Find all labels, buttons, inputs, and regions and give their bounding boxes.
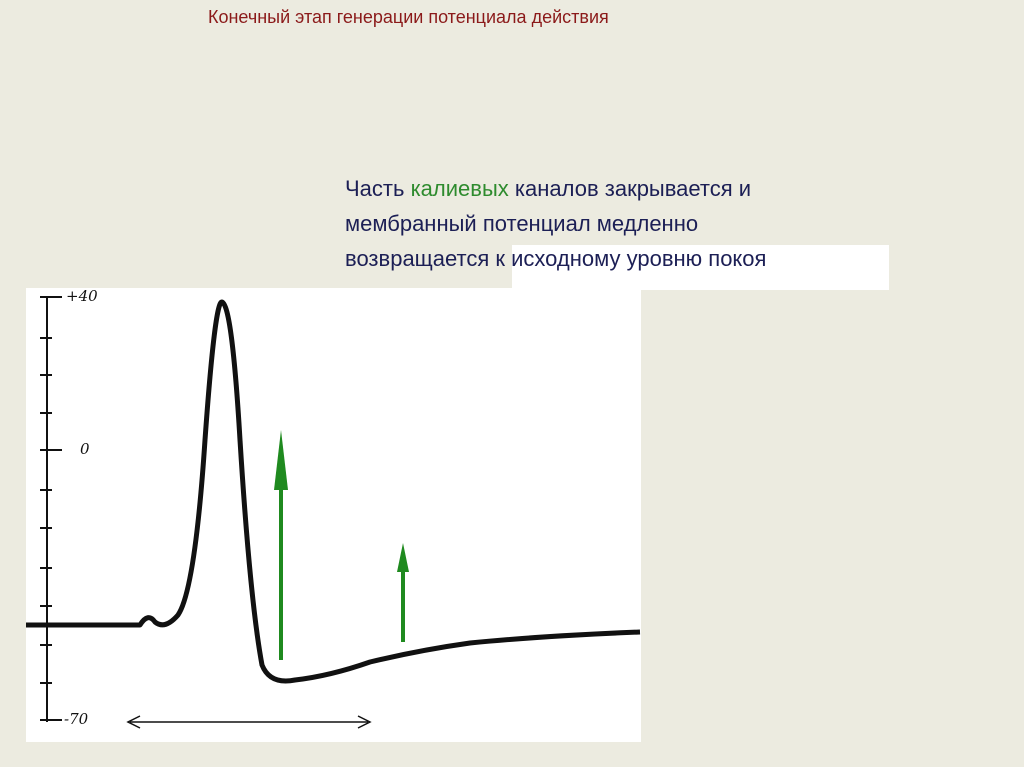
slide-title: Конечный этап генерации потенциала дейст… bbox=[208, 7, 609, 27]
axis-label: 0 bbox=[80, 440, 90, 458]
arrow-head bbox=[274, 430, 288, 490]
axis bbox=[40, 296, 62, 722]
text-line: мембранный потенциал медленно bbox=[345, 211, 699, 236]
highlight-text: калиевых bbox=[410, 176, 509, 201]
axis-label: +40 bbox=[66, 287, 98, 305]
text-run: каналов закрывается и bbox=[508, 176, 752, 201]
text-line: возвращается к исходному уровню покоя bbox=[345, 246, 767, 271]
body-text: Часть калиевых каналов закрывается и мем… bbox=[345, 172, 766, 277]
text-backdrop bbox=[512, 245, 889, 290]
arrow-head bbox=[397, 543, 409, 572]
text-line: Часть калиевых каналов закрывается и bbox=[345, 172, 766, 207]
axis-label: -70 bbox=[64, 710, 89, 728]
figure-background bbox=[26, 288, 641, 742]
arrow-head bbox=[126, 715, 141, 729]
action-potential-curve bbox=[26, 299, 641, 684]
text-run: Часть bbox=[345, 176, 411, 201]
arrow-head bbox=[357, 715, 372, 729]
